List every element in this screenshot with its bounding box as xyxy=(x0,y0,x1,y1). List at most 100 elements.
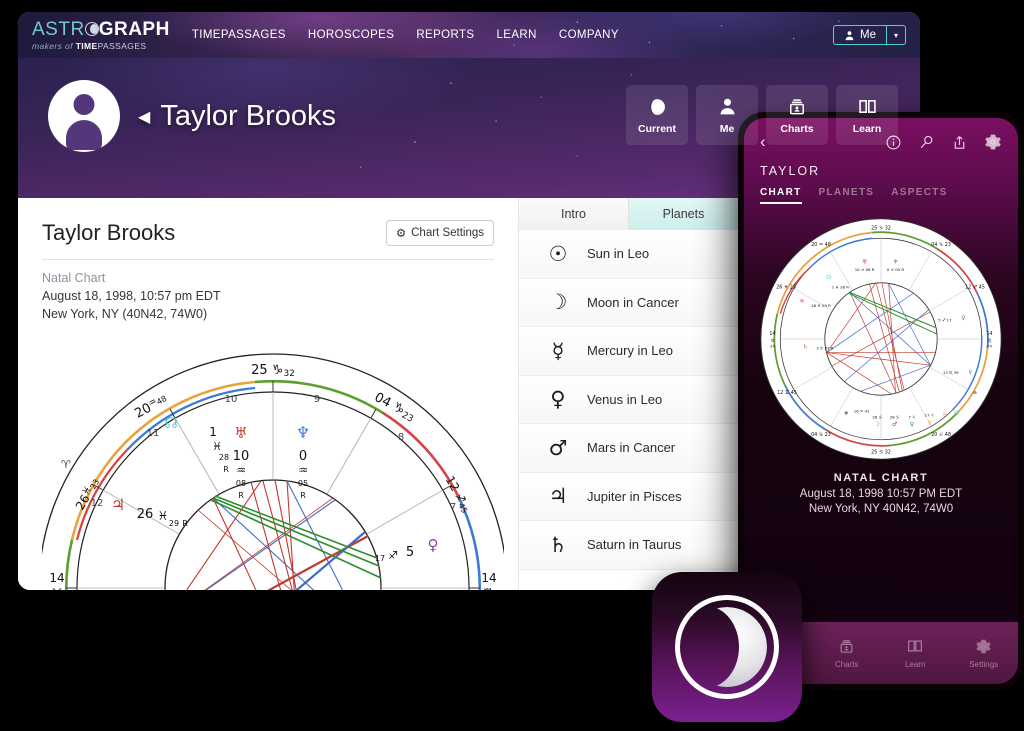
svg-text:♅: ♅ xyxy=(234,424,247,442)
back-chevron-icon[interactable]: ‹ xyxy=(760,132,766,151)
chart-settings-label: Chart Settings xyxy=(411,227,484,239)
divider xyxy=(42,259,494,260)
share-icon[interactable] xyxy=(951,134,968,151)
banner-toolbar: Current Me Charts xyxy=(626,85,898,145)
person-icon xyxy=(845,30,854,40)
toolbar-label-current: Current xyxy=(638,122,676,135)
phone-tab-aspects[interactable]: ASPECTS xyxy=(891,187,948,198)
svg-text:13 ♏ 39: 13 ♏ 39 xyxy=(943,370,959,375)
svg-text:☊: ☊ xyxy=(164,414,177,432)
svg-text:0: 0 xyxy=(299,449,307,464)
logo-makers-text: makers of xyxy=(32,40,76,51)
svg-text:08: 08 xyxy=(236,479,246,488)
tab-intro[interactable]: Intro xyxy=(519,198,629,230)
info-icon[interactable] xyxy=(885,134,902,151)
nav-item-company[interactable]: COMPANY xyxy=(558,29,619,41)
chart-pane: Taylor Brooks ⚙ Chart Settings Natal Cha… xyxy=(18,198,518,590)
svg-text:♃: ♃ xyxy=(799,298,804,305)
gear-icon: ⚙ xyxy=(395,228,407,240)
svg-text:14: 14 xyxy=(49,571,64,585)
charts-icon xyxy=(786,96,808,118)
svg-text:12: 12 xyxy=(91,498,104,509)
chart-settings-button[interactable]: ⚙ Chart Settings xyxy=(385,220,494,246)
svg-text:7: 7 xyxy=(450,502,456,513)
phone-tab-planets[interactable]: PLANETS xyxy=(818,187,875,198)
list-item-label: Moon in Cancer xyxy=(587,294,679,310)
svg-text:14: 14 xyxy=(769,331,775,337)
search-icon[interactable] xyxy=(918,134,935,151)
svg-text:14: 14 xyxy=(481,571,496,585)
svg-text:R: R xyxy=(182,519,188,528)
svg-text:1 ♓ 28 R: 1 ♓ 28 R xyxy=(832,285,850,290)
phone-header-icons: ‹ xyxy=(760,130,1002,154)
banner-person-name-row: ◀ Taylor Brooks xyxy=(138,100,336,133)
phone-natal-chart-wheel[interactable]: 25 ♑ 32 25 ♋ 32 04 ♑ 23 20 ♒ 48 04 ♋ 23 … xyxy=(744,210,1018,468)
astrograph-logo[interactable]: ASTR GRAPH makers of TIMEPASSAGES xyxy=(32,20,170,51)
toolbar-button-learn[interactable]: Learn xyxy=(836,85,898,145)
me-button[interactable]: Me xyxy=(833,25,886,45)
svg-text:♒: ♒ xyxy=(298,464,308,477)
chart-type-label: Natal Chart xyxy=(42,271,106,285)
tab-planets[interactable]: Planets xyxy=(629,198,739,230)
svg-text:26 ♓ 29 R: 26 ♓ 29 R xyxy=(811,303,831,308)
svg-text:♆: ♆ xyxy=(893,258,898,265)
gear-icon[interactable] xyxy=(984,133,1002,151)
svg-text:28 ♋: 28 ♋ xyxy=(890,414,900,419)
natal-chart-wheel[interactable]: 25 ♑32 04 ♑23 20♒48 12 ♐45 26♓23 14 ♉ 24… xyxy=(42,323,504,590)
account-dropdown-caret[interactable]: ▾ xyxy=(885,25,906,45)
phone-tabbar-label: Charts xyxy=(834,659,859,669)
phone-natal-location: New York, NY 40N42, 74W0 xyxy=(808,503,954,515)
moon-icon xyxy=(646,96,668,118)
svg-text:20 ♌ 48: 20 ♌ 48 xyxy=(931,432,951,438)
nav-item-reports[interactable]: REPORTS xyxy=(416,29,475,41)
svg-text:R: R xyxy=(300,491,306,500)
phone-tab-chart[interactable]: CHART xyxy=(760,187,802,204)
svg-text:24: 24 xyxy=(987,344,992,349)
gear-icon xyxy=(976,639,991,653)
crescent-moon-icon xyxy=(687,607,767,687)
svg-text:14: 14 xyxy=(986,331,992,337)
svg-text:28: 28 xyxy=(219,453,229,462)
svg-text:25 ♋ 32: 25 ♋ 32 xyxy=(871,449,891,455)
venus-glyph-icon: ♀ xyxy=(550,387,566,412)
svg-text:29: 29 xyxy=(169,519,179,528)
book-icon xyxy=(908,640,923,652)
svg-text:☿: ☿ xyxy=(968,369,972,376)
mars-glyph-icon: ♂ xyxy=(548,435,568,460)
list-item-label: Jupiter in Pisces xyxy=(587,488,682,504)
svg-text:8: 8 xyxy=(398,432,404,443)
nav-item-timepassages[interactable]: TIMEPASSAGES xyxy=(191,29,286,41)
moon-ring xyxy=(675,595,779,699)
list-item-label: Venus in Leo xyxy=(587,391,663,407)
list-item-label: Mars in Cancer xyxy=(587,440,676,456)
phone-tabbar-settings[interactable]: Settings xyxy=(950,638,1019,669)
svg-text:♓: ♓ xyxy=(158,509,169,523)
logo-moon-o-icon xyxy=(84,22,99,37)
nav-item-horoscopes[interactable]: HOROSCOPES xyxy=(307,29,395,41)
mobile-phone-mockup: ‹ TAYLOR CHART PLANETS ASPECTS xyxy=(738,112,1024,690)
toolbar-label-me: Me xyxy=(719,122,735,135)
svg-text:♐: ♐ xyxy=(388,549,398,562)
phone-tabbar-learn[interactable]: Learn xyxy=(881,637,950,669)
svg-text:♀: ♀ xyxy=(961,315,965,322)
toolbar-button-current[interactable]: Current xyxy=(626,85,688,145)
logo-graph-text: GRAPH xyxy=(98,18,170,40)
nav-item-learn[interactable]: LEARN xyxy=(496,29,537,41)
phone-tabbar-label: Learn xyxy=(905,660,926,669)
svg-text:05: 05 xyxy=(298,479,308,488)
back-arrow-icon[interactable]: ◀ xyxy=(138,108,151,126)
phone-natal-datetime: August 18, 1998 10:57 PM EDT xyxy=(799,488,963,500)
svg-text:R: R xyxy=(223,465,229,474)
app-icon-tile[interactable] xyxy=(652,572,802,722)
me-button-label: Me xyxy=(860,29,876,41)
svg-text:♆: ♆ xyxy=(296,423,310,442)
chart-datetime: August 18, 1998, 10:57 pm EDT xyxy=(42,289,221,303)
svg-text:16 ♒ 41: 16 ♒ 41 xyxy=(854,409,870,414)
toolbar-button-me[interactable]: Me xyxy=(696,85,758,145)
avatar xyxy=(48,80,120,152)
phone-tabbar-charts[interactable]: Charts xyxy=(813,638,882,669)
moon-glyph-icon: ☽ xyxy=(548,290,568,315)
toolbar-label-learn: Learn xyxy=(852,122,882,135)
svg-text:♉: ♉ xyxy=(52,586,63,590)
toolbar-button-charts[interactable]: Charts xyxy=(766,85,828,145)
